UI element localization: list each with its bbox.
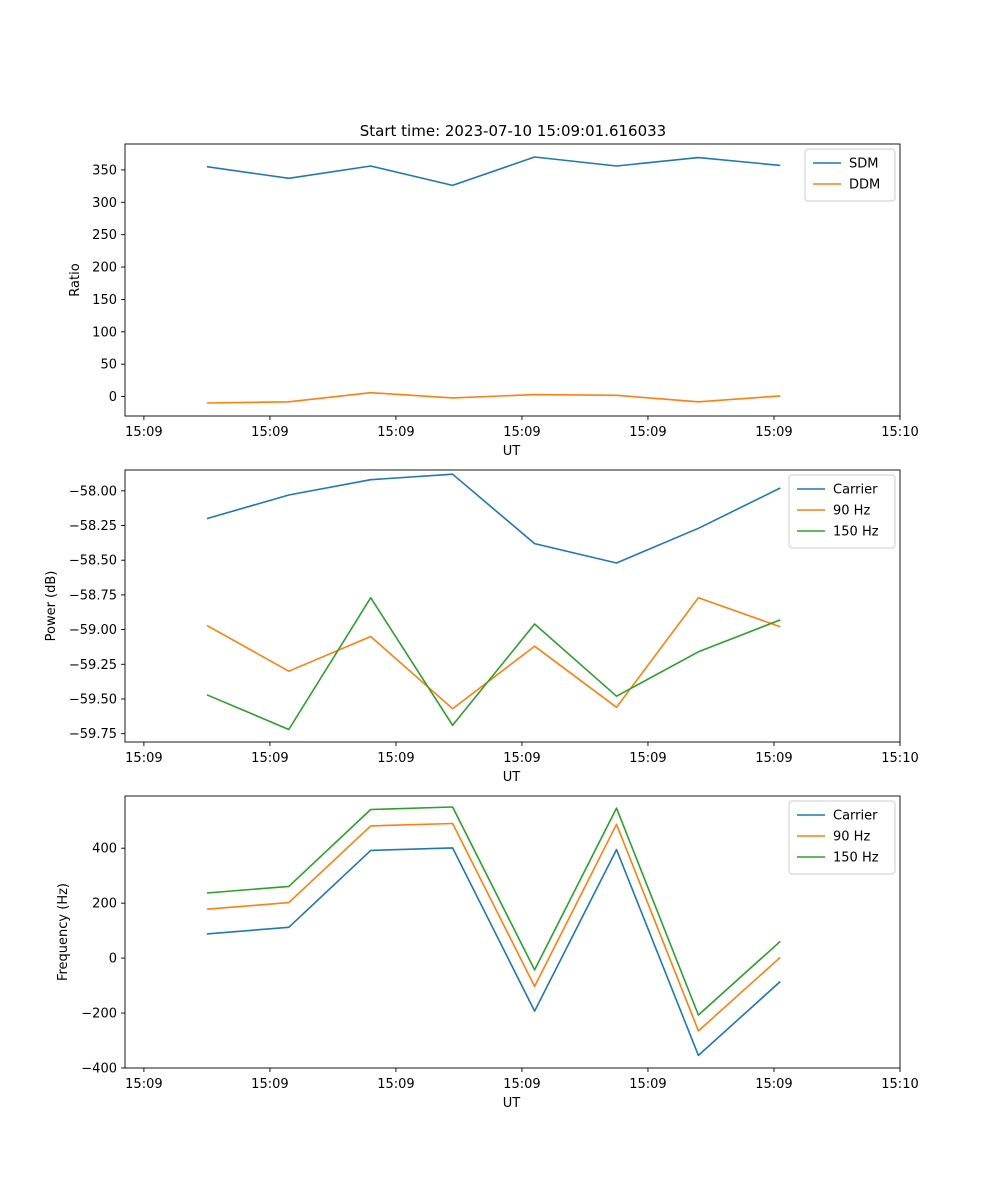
y-tick-label: −59.50 — [69, 692, 117, 707]
x-tick-label: 15:09 — [629, 425, 666, 440]
y-axis-label: Frequency (Hz) — [56, 883, 71, 981]
legend-label: Carrier — [833, 809, 878, 824]
x-axis-label: UT — [503, 770, 521, 785]
series-line-90-hz — [206, 822, 781, 1032]
x-tick-label: 15:09 — [503, 1077, 540, 1092]
y-tick-label: 150 — [92, 293, 117, 308]
chart-panel-1: 15:09 15:09 15:09 15:09 15:09 15:09 15:10 0 50 10… — [68, 143, 919, 459]
legend-label: 90 Hz — [833, 830, 870, 845]
y-tick-label: −59.00 — [69, 623, 117, 638]
y-tick-label: −58.50 — [69, 554, 117, 569]
plot-frame — [124, 795, 901, 1069]
x-tick-label: 15:09 — [251, 1077, 288, 1092]
x-tick-label: 15:09 — [377, 751, 414, 766]
plot-frame — [124, 143, 901, 417]
y-tick-label: −400 — [81, 1062, 117, 1077]
x-tick-label: 15:09 — [377, 425, 414, 440]
legend-label: SDM — [849, 157, 878, 172]
x-tick-label: 15:10 — [881, 1077, 918, 1092]
series-line-sdm — [206, 156, 781, 187]
x-tick-label: 15:10 — [881, 751, 918, 766]
series-line-carrier — [206, 847, 781, 1057]
x-tick-label: 15:09 — [377, 1077, 414, 1092]
y-tick-label: 200 — [92, 261, 117, 276]
x-tick-label: 15:09 — [755, 1077, 792, 1092]
x-tick-label: 15:09 — [629, 751, 666, 766]
legend-box — [804, 148, 896, 202]
y-tick-label: −59.25 — [69, 658, 117, 673]
legend: Carrier 90 Hz 150 Hz — [788, 800, 896, 875]
y-tick-label: −59.75 — [69, 727, 117, 742]
y-tick-label: 250 — [92, 228, 117, 243]
legend: Carrier 90 Hz 150 Hz — [788, 474, 896, 549]
chart-panel-2: 15:09 15:09 15:09 15:09 15:09 15:09 15:10 −59.7… — [44, 469, 919, 785]
charts: 15:09 15:09 15:09 15:09 15:09 15:09 15:10 0 50 10… — [44, 143, 919, 1111]
x-tick-label: 15:09 — [125, 425, 162, 440]
x-axis-label: UT — [503, 1096, 521, 1111]
series-line-90-hz — [206, 596, 781, 710]
y-tick-label: −200 — [81, 1007, 117, 1022]
y-axis-label: Power (dB) — [44, 571, 59, 642]
x-tick-label: 15:09 — [251, 425, 288, 440]
series-line-ddm — [206, 391, 781, 404]
y-tick-label: −58.75 — [69, 588, 117, 603]
x-tick-label: 15:09 — [251, 751, 288, 766]
x-tick-label: 15:09 — [755, 751, 792, 766]
legend-label: 90 Hz — [833, 504, 870, 519]
y-tick-label: 50 — [100, 358, 117, 373]
y-tick-label: −58.00 — [69, 484, 117, 499]
y-tick-label: 0 — [109, 390, 117, 405]
legend-box — [788, 474, 896, 549]
x-axis-label: UT — [503, 444, 521, 459]
x-tick-label: 15:10 — [881, 425, 918, 440]
series-line-150-hz — [206, 596, 781, 731]
chart-panel-3: 15:09 15:09 15:09 15:09 15:09 15:09 15:10 −400 −… — [56, 795, 919, 1111]
x-tick-label: 15:09 — [629, 1077, 666, 1092]
y-tick-label: 0 — [109, 952, 117, 967]
x-tick-label: 15:09 — [125, 751, 162, 766]
series-line-150-hz — [206, 806, 781, 1016]
y-tick-label: 300 — [92, 196, 117, 211]
y-tick-label: −58.25 — [69, 519, 117, 534]
y-tick-label: 200 — [92, 897, 117, 912]
legend-label: 150 Hz — [833, 525, 879, 540]
legend-box — [788, 800, 896, 875]
plot-frame — [124, 469, 901, 743]
x-tick-label: 15:09 — [755, 425, 792, 440]
y-tick-label: 350 — [92, 163, 117, 178]
y-axis-label: Ratio — [68, 263, 83, 296]
legend-label: 150 Hz — [833, 851, 879, 866]
x-tick-label: 15:09 — [503, 425, 540, 440]
y-tick-label: 100 — [92, 325, 117, 340]
legend-label: DDM — [849, 178, 880, 193]
y-tick-label: 400 — [92, 842, 117, 857]
series-line-carrier — [206, 473, 781, 564]
x-tick-label: 15:09 — [503, 751, 540, 766]
legend: SDM DDM — [804, 148, 896, 202]
legend-label: Carrier — [833, 483, 878, 498]
x-tick-label: 15:09 — [125, 1077, 162, 1092]
figure-title: Start time: 2023-07-10 15:09:01.616033 — [360, 122, 666, 140]
